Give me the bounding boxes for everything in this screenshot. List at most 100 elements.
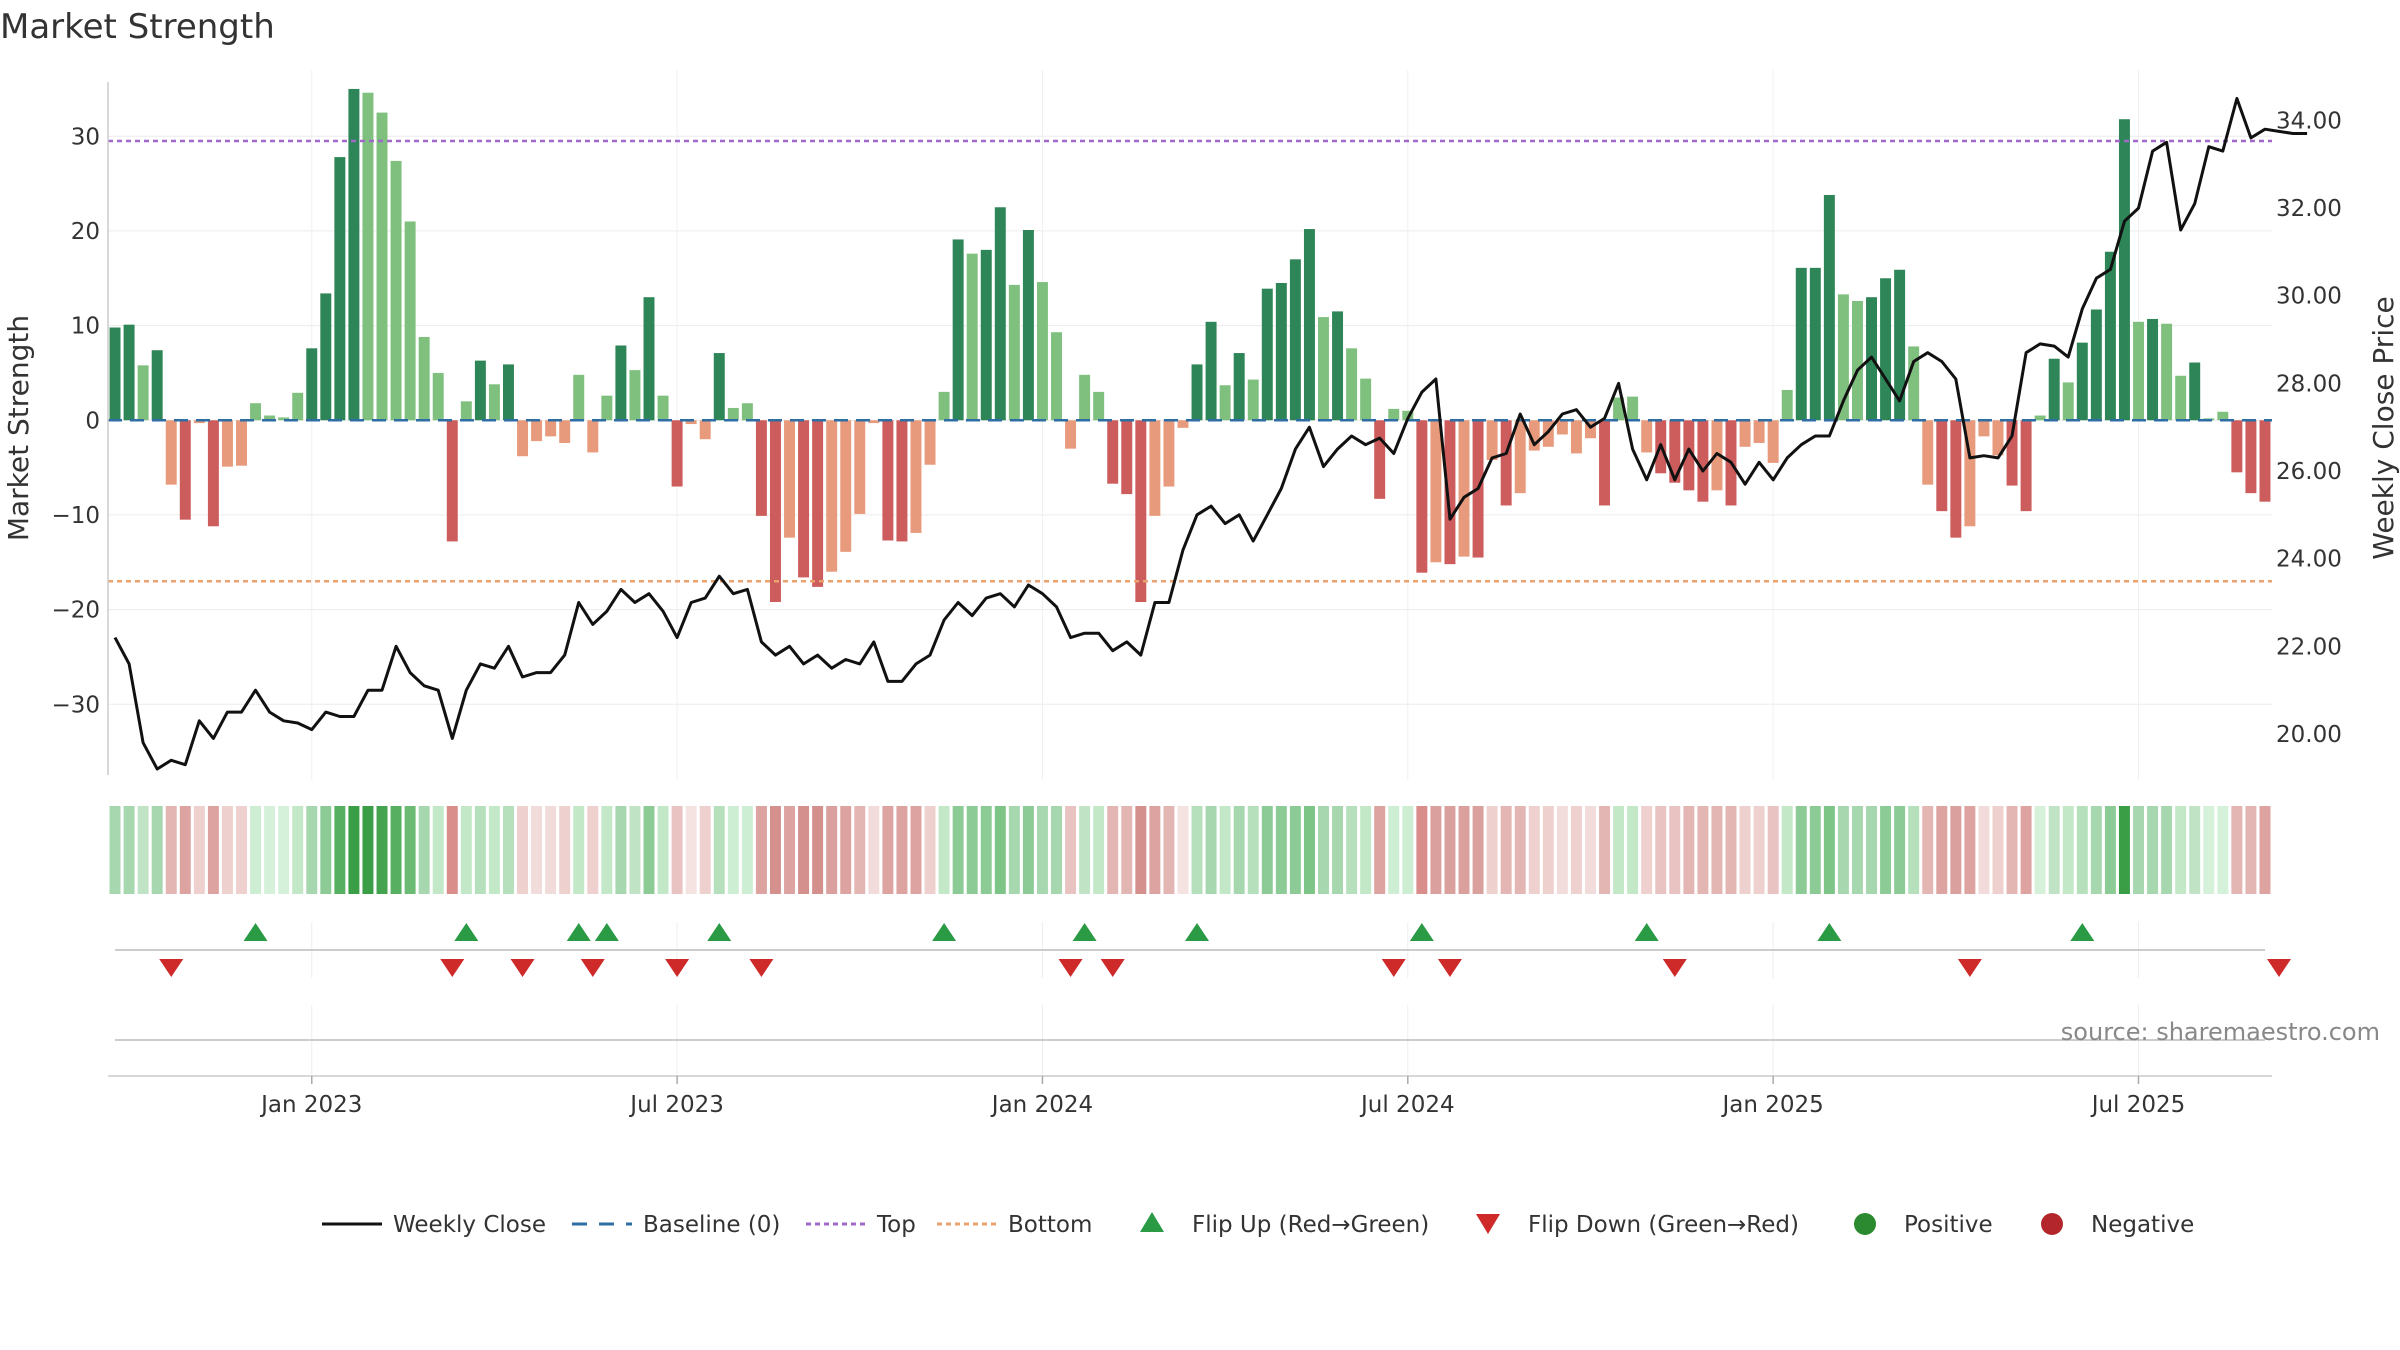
flip-up-marker — [243, 923, 268, 941]
strip-cell — [376, 806, 388, 894]
strength-bar — [1486, 420, 1498, 461]
strip-cell — [587, 806, 599, 894]
strip-cell — [938, 806, 950, 894]
strip-cell — [629, 806, 641, 894]
strip-cell — [657, 806, 669, 894]
strip-cell — [250, 806, 262, 894]
strip-cell — [1627, 806, 1639, 894]
x-tick-label: Jan 2024 — [990, 1092, 1093, 1118]
strength-bar — [1922, 420, 1934, 485]
strength-bar — [545, 420, 557, 437]
flip-up-marker — [1817, 923, 1842, 941]
strength-bar — [741, 403, 753, 421]
strip-cell — [1036, 806, 1048, 894]
strength-bar — [882, 420, 894, 541]
strength-bar — [517, 420, 529, 457]
strip-cell — [207, 806, 219, 894]
legend: Weekly Close Baseline (0) Top Bottom Flip Up… — [322, 1212, 2194, 1238]
strength-bar — [1894, 269, 1906, 421]
strength-bar — [165, 420, 177, 485]
strip-cell — [1922, 806, 1934, 894]
strip-cell — [362, 806, 374, 894]
strip-cell — [601, 806, 613, 894]
strength-bar — [1781, 389, 1793, 421]
strength-bar — [503, 364, 514, 421]
strip-cell — [1556, 806, 1568, 894]
strength-bar — [1051, 332, 1062, 421]
flip-down-marker — [1957, 959, 1982, 977]
strength-bar — [840, 420, 852, 552]
strength-bars — [109, 88, 2271, 603]
strength-bar — [755, 420, 767, 516]
strip-cell — [1823, 806, 1835, 894]
flip-up-marker — [1634, 923, 1659, 941]
flip-up-marker — [1409, 923, 1434, 941]
strength-bar — [1683, 420, 1695, 491]
strip-cell — [1135, 806, 1147, 894]
strip-cell — [2147, 806, 2159, 894]
strength-bar — [2133, 321, 2144, 421]
x-tick-label: Jul 2024 — [1359, 1092, 1455, 1118]
strip-cell — [980, 806, 992, 894]
strip-cell — [1163, 806, 1175, 894]
strip-cell — [2133, 806, 2144, 894]
strip-cell — [812, 806, 824, 894]
strip-cell — [488, 806, 500, 894]
strength-bar — [474, 360, 486, 421]
strip-cell — [910, 806, 922, 894]
strength-bar — [432, 372, 444, 421]
strip-cell — [1908, 806, 1920, 894]
strength-bar — [137, 365, 149, 421]
flip-down-marker — [510, 959, 535, 977]
strip-cell — [531, 806, 543, 894]
strength-bar — [1599, 420, 1611, 506]
strength-bar — [292, 392, 304, 421]
right-tick-label: 26.00 — [2276, 459, 2342, 485]
strip-cell — [517, 806, 529, 894]
strength-bar — [1079, 374, 1091, 421]
strength-bar — [1233, 353, 1245, 421]
strip-cell — [1880, 806, 1892, 894]
strength-bar — [362, 92, 374, 421]
flip-up-marker — [932, 923, 957, 941]
strip-cell — [2090, 806, 2102, 894]
strength-bar — [404, 221, 416, 421]
strength-bar — [1177, 420, 1189, 428]
strip-cell — [643, 806, 655, 894]
strip-cell — [1500, 806, 1512, 894]
legend-flip-down-icon — [1476, 1214, 1500, 1234]
strip-cell — [404, 806, 416, 894]
strip-cell — [278, 806, 290, 894]
strip-cell — [2006, 806, 2018, 894]
strip-cell — [1388, 806, 1400, 894]
flip-up-marker — [707, 923, 732, 941]
right-axis-title: Weekly Close Price — [2367, 296, 2400, 559]
strip-cell — [2118, 806, 2130, 894]
strip-cell — [1416, 806, 1428, 894]
strength-bar — [1303, 229, 1315, 421]
strength-bar — [250, 403, 262, 421]
strip-cell — [1191, 806, 1203, 894]
strength-bar — [1641, 420, 1653, 453]
strip-cell — [559, 806, 571, 894]
legend-label: Bottom — [1008, 1212, 1092, 1238]
strip-cell — [1809, 806, 1821, 894]
strength-bar — [334, 157, 346, 421]
strip-cell — [151, 806, 163, 894]
strip-cell — [1641, 806, 1653, 894]
strip-cell — [952, 806, 964, 894]
strip-cell — [784, 806, 795, 894]
strip-cell — [221, 806, 233, 894]
strength-bar — [179, 420, 191, 520]
strip-cell — [685, 806, 697, 894]
legend-negative-icon — [2041, 1213, 2063, 1235]
strength-bar — [278, 417, 290, 421]
strength-bar — [559, 420, 571, 443]
strength-bar — [2231, 420, 2243, 473]
left-tick-label: 0 — [85, 408, 100, 434]
strip-cell — [320, 806, 332, 894]
strip-cell — [769, 806, 781, 894]
right-tick-label: 28.00 — [2276, 371, 2342, 397]
strength-bar — [1880, 278, 1892, 421]
